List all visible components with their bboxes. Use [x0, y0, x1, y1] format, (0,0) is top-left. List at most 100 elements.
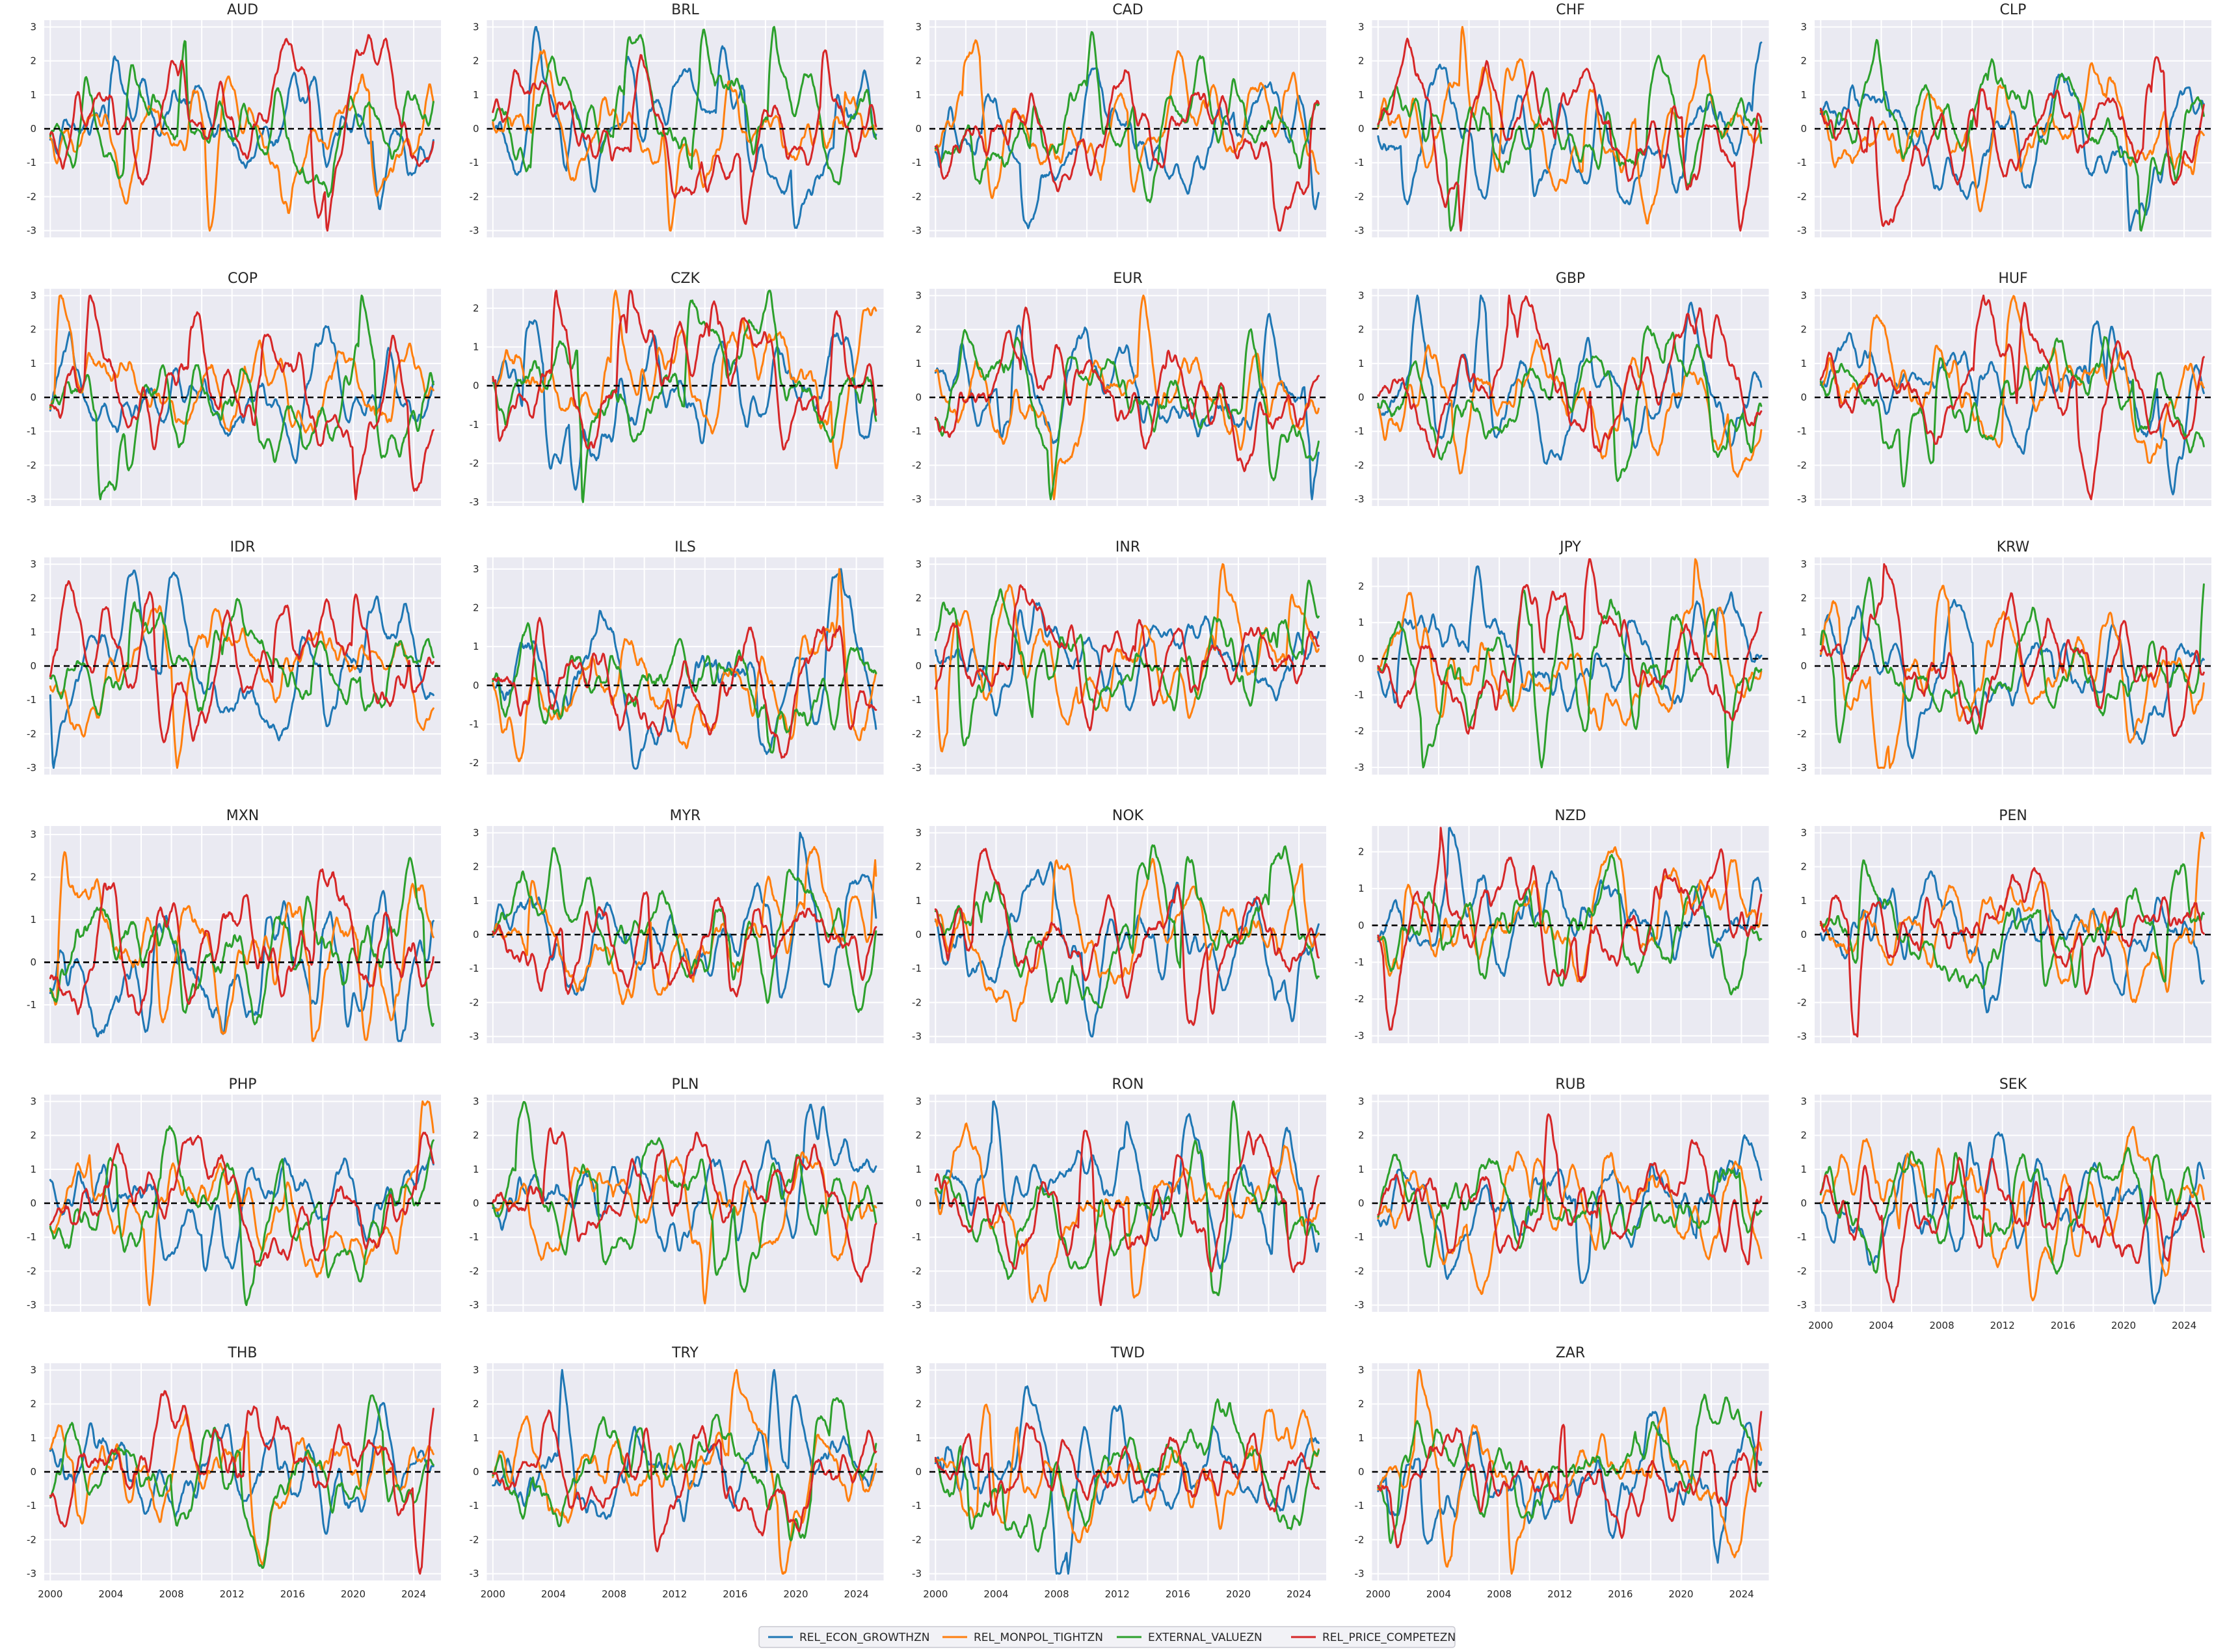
y-tick-label: 2 — [1358, 1130, 1365, 1141]
y-tick-label: 0 — [1358, 1197, 1365, 1209]
y-tick-label: 2 — [473, 1130, 479, 1141]
y-tick-label: 3 — [30, 21, 36, 33]
y-tick-label: -2 — [912, 191, 922, 202]
y-tick-label: -2 — [912, 1265, 922, 1277]
series-line-external-valuezn — [49, 857, 434, 1027]
legend-item-rel-price-competezn: REL_PRICE_COMPETEZN — [1291, 1631, 1456, 1644]
series-line-rel-econ-growthzn — [1819, 870, 2205, 1013]
y-tick-label: 1 — [473, 895, 479, 907]
series-line-rel-monpol-tightzn — [1377, 339, 1763, 478]
x-tick-label: 2000 — [38, 1588, 62, 1600]
y-tick-label: -3 — [1355, 225, 1365, 237]
panel-title: BRL — [671, 2, 699, 18]
y-tick-label: -2 — [1797, 1265, 1807, 1277]
panel-title: TRY — [671, 1345, 699, 1361]
panel-pen: -3 -2 -1 0 1 2 3 PEN — [1797, 808, 2211, 1043]
y-tick-label: -2 — [1797, 996, 1807, 1008]
series-line-rel-econ-growthzn — [934, 602, 1320, 717]
legend-label: REL_PRICE_COMPETEZN — [1322, 1631, 1456, 1644]
series-line-external-valuezn — [49, 1394, 434, 1569]
y-tick-label: 1 — [473, 341, 479, 353]
legend-label: REL_MONPOL_TIGHTZN — [974, 1631, 1103, 1644]
y-tick-label: -1 — [912, 1231, 922, 1243]
panel-ils: -2 -1 0 1 2 3 ILS — [470, 539, 884, 775]
y-tick-label: -2 — [470, 996, 479, 1008]
y-tick-label: -3 — [1355, 1030, 1365, 1042]
series-line-rel-price-competezn — [1377, 827, 1763, 1031]
y-tick-label: -3 — [1797, 1299, 1807, 1311]
panel-brl: -3 -2 -1 0 1 2 3 BRL — [470, 2, 884, 237]
series-line-external-valuezn — [934, 1398, 1320, 1552]
y-tick-label: 3 — [30, 289, 36, 301]
series-line-external-valuezn — [934, 844, 1320, 1009]
x-tick-label: 2016 — [280, 1588, 305, 1600]
y-tick-label: 1 — [915, 358, 922, 369]
y-tick-label: -1 — [470, 1500, 479, 1512]
y-tick-label: 1 — [30, 89, 36, 101]
y-tick-label: -1 — [1355, 425, 1365, 437]
x-tick-label: 2004 — [983, 1588, 1008, 1600]
y-tick-label: -1 — [27, 999, 36, 1011]
y-tick-label: 0 — [1358, 653, 1365, 665]
panel-title: NZD — [1554, 808, 1586, 824]
y-tick-label: -1 — [470, 718, 479, 730]
y-tick-label: 3 — [915, 1364, 922, 1376]
series-line-rel-price-competezn — [934, 847, 1320, 1026]
x-tick-label: 2004 — [1869, 1320, 1893, 1331]
y-tick-label: 2 — [1800, 324, 1807, 336]
x-tick-label: 2008 — [1044, 1588, 1069, 1600]
y-tick-label: 1 — [915, 626, 922, 638]
series-line-external-valuezn — [49, 294, 434, 501]
series-line-rel-monpol-tightzn — [1377, 558, 1763, 731]
y-tick-label: 3 — [1358, 1095, 1365, 1107]
panel-title: ILS — [674, 539, 696, 555]
y-tick-label: 0 — [473, 1466, 479, 1478]
y-tick-label: 1 — [473, 1164, 479, 1175]
x-tick-label: 2024 — [1729, 1588, 1754, 1600]
x-tick-label: 2016 — [2051, 1320, 2075, 1331]
y-tick-label: -3 — [1797, 494, 1807, 505]
series-line-rel-econ-growthzn — [1377, 294, 1763, 465]
panel-title: THB — [227, 1345, 257, 1361]
y-tick-label: 0 — [30, 1197, 36, 1209]
y-tick-label: -1 — [1355, 689, 1365, 701]
series-line-rel-price-competezn — [49, 1132, 434, 1267]
series-line-external-valuezn — [934, 328, 1320, 501]
y-tick-label: 0 — [30, 1466, 36, 1478]
x-tick-label: 2024 — [2172, 1320, 2196, 1331]
series-line-rel-monpol-tightzn — [492, 568, 877, 762]
x-tick-label: 2020 — [2111, 1320, 2136, 1331]
x-tick-label: 2024 — [401, 1588, 426, 1600]
y-tick-label: -2 — [912, 728, 922, 739]
y-tick-label: -2 — [1797, 728, 1807, 739]
panel-title: ZAR — [1556, 1345, 1585, 1361]
series-line-external-valuezn — [1377, 55, 1763, 232]
series-line-rel-econ-growthzn — [1819, 320, 2205, 496]
y-tick-label: 3 — [1358, 21, 1365, 33]
panel-thb: -3 -2 -1 0 1 2 3 THB 2000 2004 2008 2012 2016 2020 202… — [27, 1345, 441, 1600]
x-tick-label: 2024 — [844, 1588, 868, 1600]
y-tick-label: -1 — [1355, 1231, 1365, 1243]
series-line-rel-econ-growthzn — [1377, 41, 1763, 206]
y-tick-label: -2 — [1797, 191, 1807, 202]
y-tick-label: 1 — [1358, 1432, 1365, 1444]
y-tick-label: -3 — [27, 1568, 36, 1580]
x-tick-label: 2000 — [1366, 1588, 1391, 1600]
series-line-rel-monpol-tightzn — [1819, 831, 2205, 1004]
y-tick-label: 0 — [1800, 123, 1807, 135]
y-tick-label: -2 — [470, 1265, 479, 1277]
panel-title: GBP — [1556, 271, 1585, 287]
series-line-external-valuezn — [492, 847, 877, 1013]
series-line-external-valuezn — [1377, 589, 1763, 769]
series-line-rel-price-competezn — [49, 580, 434, 743]
series-line-rel-econ-growthzn — [492, 1104, 877, 1253]
panel-zar: -3 -2 -1 0 1 2 3 ZAR 2000 2004 2008 2012 2016 2020 202… — [1355, 1345, 1769, 1600]
panel-pln: -3 -2 -1 0 1 2 3 PLN — [470, 1076, 884, 1312]
y-tick-label: -1 — [912, 425, 922, 437]
series-line-external-valuezn — [49, 1125, 434, 1307]
panel-title: COP — [228, 271, 258, 287]
y-tick-label: 1 — [1358, 358, 1365, 369]
y-tick-label: 1 — [30, 1164, 36, 1175]
panel-title: MXN — [226, 808, 260, 824]
y-tick-label: 2 — [915, 1130, 922, 1141]
